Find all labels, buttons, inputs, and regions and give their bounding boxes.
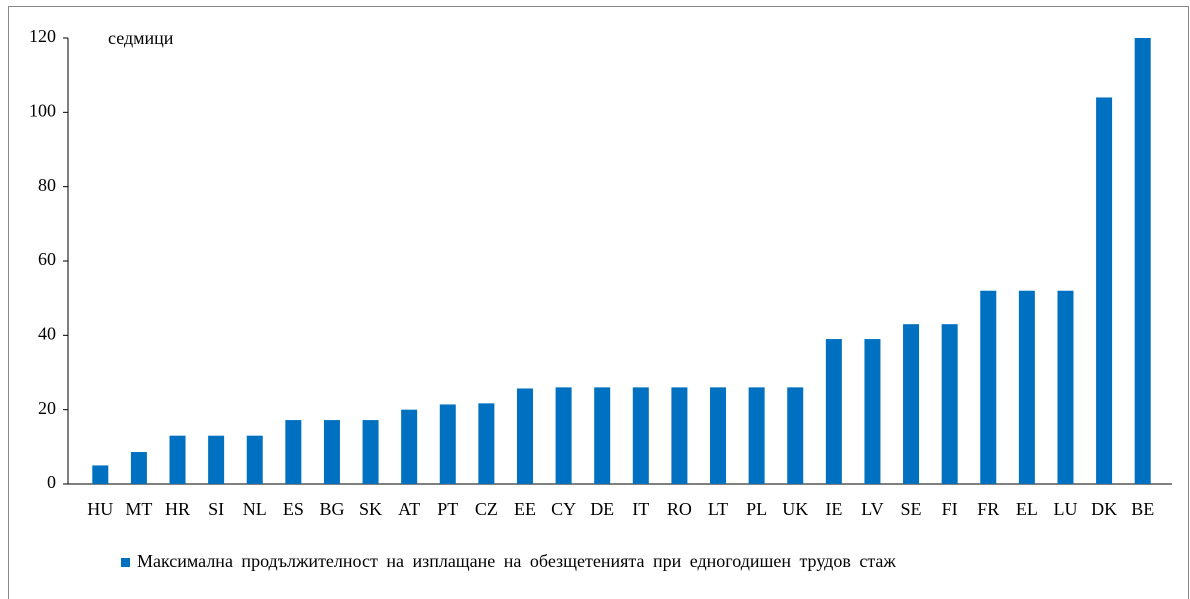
- bar: [748, 387, 765, 484]
- bar: [362, 420, 379, 484]
- bar: [1057, 290, 1074, 484]
- x-tick-label: RO: [667, 499, 692, 519]
- bar: [92, 465, 109, 484]
- y-tick-label: 120: [29, 26, 56, 46]
- x-tick-label: AT: [398, 499, 420, 519]
- bar: [632, 387, 649, 484]
- x-tick-label: LT: [708, 499, 728, 519]
- bar: [439, 404, 456, 484]
- unit-label: седмици: [108, 28, 174, 48]
- x-tick-label: BG: [319, 499, 344, 519]
- x-tick-label: DK: [1091, 499, 1117, 519]
- x-tick-label: LU: [1053, 499, 1077, 519]
- x-tick-label: UK: [782, 499, 808, 519]
- x-tick-label: DE: [590, 499, 614, 519]
- x-tick-label: FR: [977, 499, 999, 519]
- bar: [323, 420, 340, 484]
- x-tick-label: EE: [514, 499, 536, 519]
- legend-label: Максимална продължителност на изплащане …: [137, 551, 896, 571]
- bar: [787, 387, 804, 484]
- x-tick-label: EL: [1016, 499, 1038, 519]
- bar: [1096, 97, 1113, 484]
- x-tick-label: SK: [359, 499, 382, 519]
- bar: [594, 387, 611, 484]
- x-tick-label: HR: [165, 499, 190, 519]
- bar: [478, 403, 495, 484]
- y-tick-label: 80: [38, 175, 56, 195]
- x-tick-label: CZ: [475, 499, 498, 519]
- legend-marker: [121, 558, 130, 567]
- x-tick-label: IE: [825, 499, 842, 519]
- bar: [980, 290, 997, 484]
- y-tick-label: 40: [38, 323, 56, 343]
- x-tick-label: NL: [243, 499, 267, 519]
- x-tick-label: LV: [861, 499, 883, 519]
- bar: [130, 452, 147, 484]
- x-tick-label: MT: [125, 499, 152, 519]
- bar: [903, 324, 920, 484]
- x-tick-label: FI: [942, 499, 958, 519]
- bar: [208, 435, 225, 484]
- x-tick-label: PT: [437, 499, 458, 519]
- bar: [246, 435, 263, 484]
- x-tick-label: SI: [208, 499, 224, 519]
- x-tick-label: HU: [87, 499, 113, 519]
- bar: [864, 339, 881, 484]
- x-tick-label: SE: [901, 499, 922, 519]
- bar: [1018, 290, 1035, 484]
- bar: [941, 324, 958, 484]
- bar: [825, 339, 842, 484]
- bar: [516, 388, 533, 484]
- x-tick-label: CY: [551, 499, 576, 519]
- chart-border: [8, 6, 1189, 599]
- y-tick-label: 20: [38, 398, 56, 418]
- bar: [710, 387, 727, 484]
- x-tick-label: PL: [746, 499, 767, 519]
- x-tick-label: IT: [632, 499, 649, 519]
- bar: [401, 409, 418, 484]
- y-tick-label: 100: [29, 100, 56, 120]
- bar: [671, 387, 688, 484]
- y-tick-label: 0: [47, 472, 56, 492]
- y-tick-label: 60: [38, 249, 56, 269]
- x-tick-label: ES: [283, 499, 304, 519]
- bar: [169, 435, 186, 484]
- x-tick-label: BE: [1131, 499, 1154, 519]
- bar: [285, 420, 302, 484]
- bar: [555, 387, 572, 484]
- bar: [1134, 38, 1151, 484]
